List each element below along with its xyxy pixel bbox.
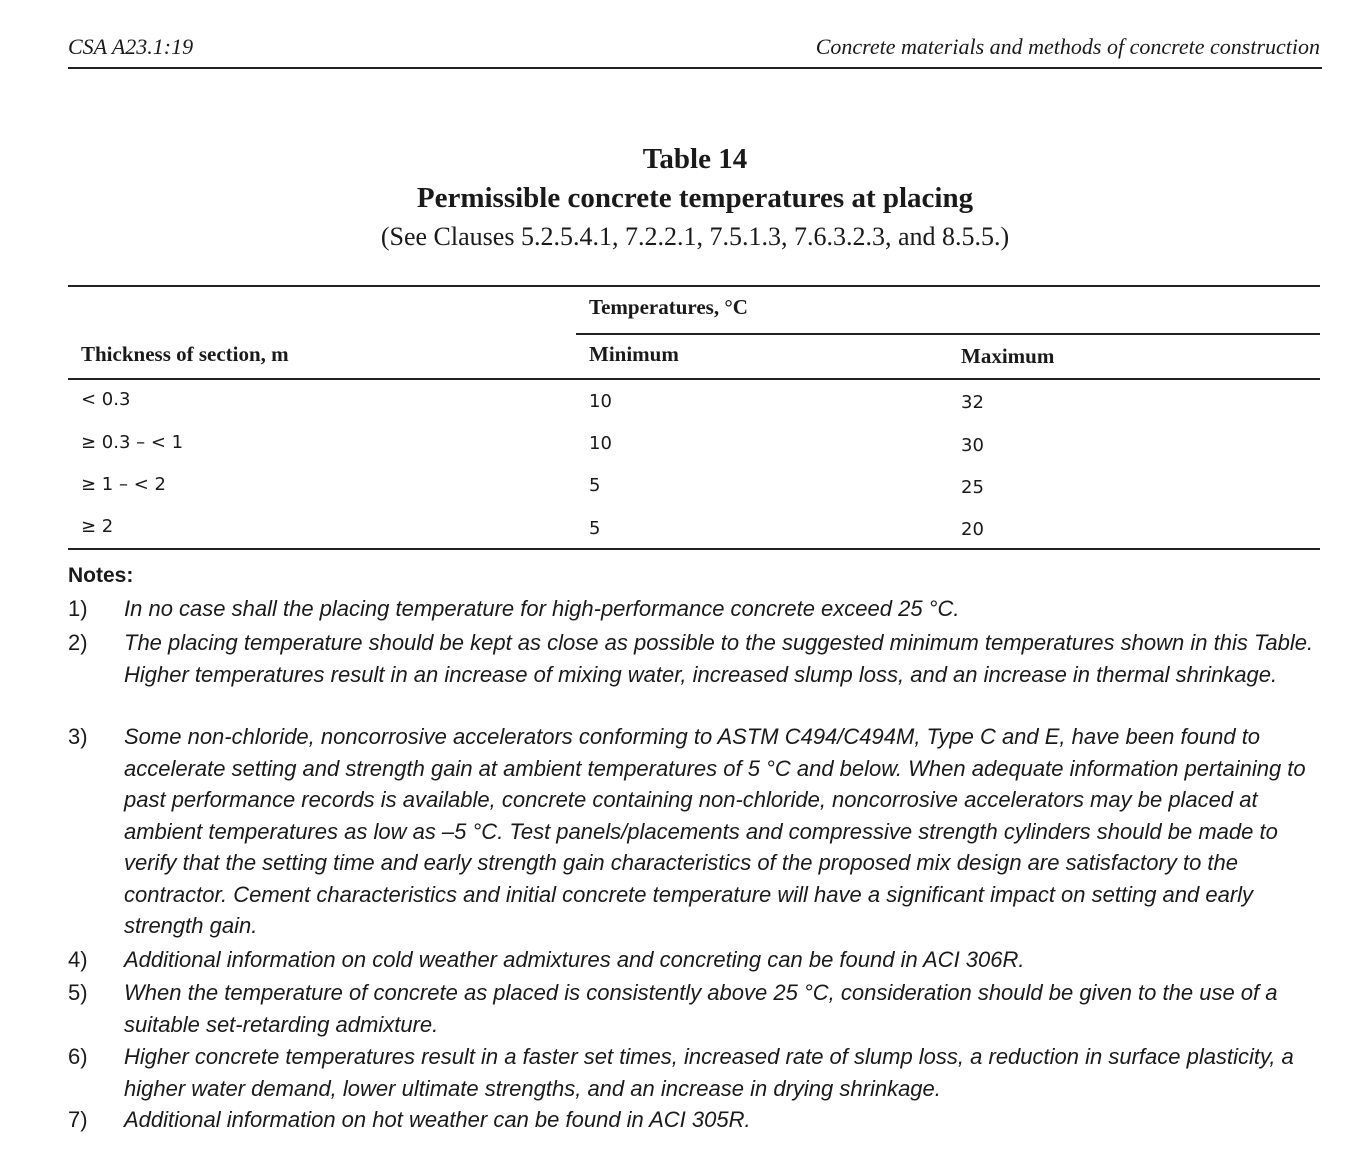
cell-minimum: 5 bbox=[589, 518, 601, 539]
note-text: The placing temperature should be kept a… bbox=[124, 630, 1314, 687]
note-item: 4) Additional information on cold weather… bbox=[68, 944, 1328, 976]
note-text: Some non-chloride, noncorrosive accelera… bbox=[124, 724, 1306, 938]
column-header-maximum: Maximum bbox=[961, 344, 1055, 368]
header-rule bbox=[68, 67, 1322, 69]
cell-thickness: ≥ 2 bbox=[81, 516, 114, 537]
note-item: 6) Higher concrete temperatures result in… bbox=[68, 1041, 1328, 1104]
note-text: When the temperature of concrete as plac… bbox=[124, 980, 1278, 1037]
note-number: 4) bbox=[68, 947, 88, 972]
group-rule bbox=[576, 333, 1320, 335]
cell-maximum: 32 bbox=[961, 392, 984, 413]
cell-minimum: 5 bbox=[589, 475, 601, 496]
cell-thickness: < 0.3 bbox=[81, 389, 131, 410]
table-clauses: (See Clauses 5.2.5.4.1, 7.2.2.1, 7.5.1.3… bbox=[380, 222, 1010, 251]
note-text: In no case shall the placing temperature… bbox=[124, 596, 960, 621]
note-number: 6) bbox=[68, 1044, 88, 1069]
note-number: 2) bbox=[68, 630, 88, 655]
note-number: 7) bbox=[68, 1107, 88, 1132]
note-number: 1) bbox=[68, 596, 88, 621]
note-text: Additional information on hot weather ca… bbox=[124, 1107, 751, 1132]
note-number: 5) bbox=[68, 980, 88, 1005]
cell-maximum: 30 bbox=[961, 435, 984, 456]
note-item: 2) The placing temperature should be kept… bbox=[68, 627, 1328, 690]
group-header: Temperatures, °C bbox=[589, 295, 748, 319]
column-header-thickness: Thickness of section, m bbox=[81, 342, 289, 366]
cell-minimum: 10 bbox=[589, 433, 612, 454]
note-item: 7) Additional information on hot weather … bbox=[68, 1104, 1328, 1136]
column-header-minimum: Minimum bbox=[589, 342, 679, 366]
note-text: Higher concrete temperatures result in a… bbox=[124, 1044, 1294, 1101]
note-text: Additional information on cold weather a… bbox=[124, 947, 1025, 972]
table-bottom-rule bbox=[68, 548, 1320, 550]
note-item: 3) Some non-chloride, noncorrosive accele… bbox=[68, 721, 1328, 942]
cell-minimum: 10 bbox=[589, 391, 612, 412]
notes-heading: Notes: bbox=[68, 564, 134, 587]
cell-maximum: 25 bbox=[961, 477, 984, 498]
header-bottom-rule bbox=[68, 378, 1320, 380]
note-number: 3) bbox=[68, 724, 88, 749]
header-document-title: Concrete materials and methods of concre… bbox=[815, 34, 1320, 59]
note-item: 5) When the temperature of concrete as pl… bbox=[68, 977, 1328, 1040]
cell-thickness: ≥ 0.3 – < 1 bbox=[81, 432, 184, 453]
header-standard-id: CSA A23.1:19 bbox=[68, 34, 194, 59]
table-title: Permissible concrete temperatures at pla… bbox=[416, 182, 974, 214]
note-item: 1) In no case shall the placing temperatu… bbox=[68, 593, 1328, 625]
cell-thickness: ≥ 1 – < 2 bbox=[81, 474, 166, 495]
table-top-rule bbox=[68, 285, 1320, 287]
cell-maximum: 20 bbox=[961, 519, 984, 540]
table-number: Table 14 bbox=[642, 143, 748, 175]
